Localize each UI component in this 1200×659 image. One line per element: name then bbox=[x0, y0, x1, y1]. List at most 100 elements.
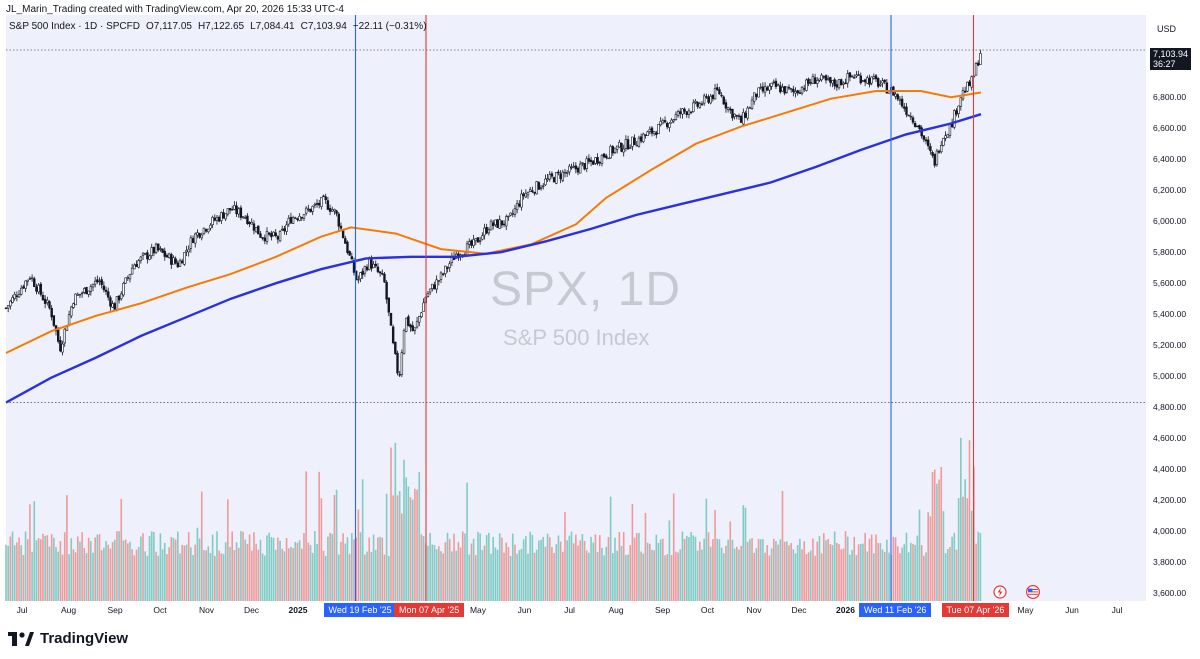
volume-bar bbox=[113, 539, 116, 601]
volume-bar bbox=[335, 489, 338, 601]
candle-body bbox=[241, 216, 245, 218]
candle-body bbox=[170, 254, 173, 265]
volume-bar bbox=[105, 540, 107, 601]
volume-bar bbox=[420, 534, 423, 601]
x-axis-tick-label: 2026 bbox=[836, 605, 855, 615]
fast-moving-average-line[interactable] bbox=[5, 90, 982, 354]
symbol-label[interactable]: S&P 500 Index · 1D · SPCFD bbox=[9, 21, 140, 32]
volume-bar bbox=[464, 533, 466, 601]
volume-bar bbox=[18, 537, 20, 601]
volume-bar bbox=[24, 531, 27, 601]
volume-bar bbox=[727, 539, 729, 601]
volume-bar bbox=[268, 532, 270, 601]
volume-bar bbox=[642, 553, 645, 601]
slow-moving-average-line[interactable] bbox=[5, 113, 982, 404]
candle-body bbox=[903, 106, 906, 109]
candle-body bbox=[59, 340, 62, 352]
volume-bar bbox=[870, 534, 873, 601]
candle-body bbox=[267, 232, 271, 235]
candle-body bbox=[74, 293, 77, 306]
volume-bar bbox=[598, 535, 601, 601]
candle-body bbox=[172, 257, 175, 265]
volume-bar bbox=[146, 555, 149, 601]
volume-bar bbox=[355, 537, 357, 601]
candle-body bbox=[885, 82, 889, 94]
volume-bar bbox=[951, 536, 953, 601]
candle-body bbox=[539, 187, 543, 189]
candle-body bbox=[652, 131, 656, 135]
us-flag-icon[interactable] bbox=[1025, 585, 1041, 599]
volume-bar bbox=[803, 541, 806, 601]
x-axis-tick-label: Aug bbox=[61, 605, 76, 615]
candle-body bbox=[111, 303, 114, 308]
volume-bar bbox=[772, 538, 775, 601]
candle-body bbox=[911, 117, 915, 123]
x-axis-tick-label: May bbox=[1017, 605, 1034, 615]
volume-bar bbox=[916, 535, 919, 601]
volume-bar bbox=[492, 537, 494, 601]
candle-body bbox=[816, 80, 819, 84]
candle-body bbox=[83, 288, 86, 293]
candle-body bbox=[252, 223, 256, 231]
volume-bar bbox=[612, 553, 614, 601]
tradingview-brand[interactable]: TradingView bbox=[8, 630, 128, 647]
volume-bar bbox=[222, 553, 225, 601]
candle-body bbox=[148, 255, 151, 260]
tradingview-logo-icon bbox=[8, 631, 34, 646]
candle-body bbox=[683, 108, 686, 112]
volume-bar bbox=[129, 541, 131, 601]
lightning-icon[interactable] bbox=[993, 585, 1007, 599]
candle-body bbox=[483, 227, 486, 236]
volume-bar bbox=[864, 532, 866, 601]
candle-body bbox=[311, 206, 314, 212]
volume-bar bbox=[594, 534, 597, 601]
candle-body bbox=[702, 95, 706, 104]
currency-label[interactable]: USD bbox=[1157, 24, 1177, 34]
volume-bar bbox=[590, 536, 592, 601]
volume-bar bbox=[240, 531, 242, 601]
volume-bar bbox=[496, 549, 499, 601]
candle-body bbox=[376, 266, 380, 273]
volume-bar bbox=[253, 532, 255, 601]
volume-bar bbox=[396, 495, 399, 601]
volume-bar bbox=[525, 536, 527, 601]
volume-bar bbox=[76, 536, 79, 601]
candle-body bbox=[183, 252, 186, 265]
volume-bar bbox=[781, 490, 784, 601]
volume-bar bbox=[823, 533, 825, 601]
volume-bar bbox=[364, 554, 366, 601]
y-axis-tick-label: 5,200.00 bbox=[1153, 340, 1186, 350]
candle-body bbox=[426, 293, 430, 298]
volume-bar bbox=[833, 531, 836, 601]
volume-bar bbox=[207, 546, 210, 601]
candle-body bbox=[415, 321, 419, 328]
candle-body bbox=[926, 139, 930, 147]
volume-bar bbox=[770, 548, 773, 601]
candle-body bbox=[48, 301, 51, 309]
candle-body bbox=[244, 217, 247, 219]
volume-bar bbox=[583, 540, 586, 601]
volume-bar bbox=[385, 493, 388, 601]
candle-body bbox=[133, 264, 136, 270]
candle-body bbox=[505, 216, 508, 227]
x-axis-tick-label: Oct bbox=[701, 605, 715, 615]
candle-body bbox=[204, 228, 208, 232]
candle-body bbox=[237, 208, 240, 215]
volume-bar bbox=[242, 531, 244, 601]
volume-bar bbox=[542, 536, 545, 601]
candle-body bbox=[100, 279, 103, 285]
x-axis-tick-label: Nov bbox=[199, 605, 215, 615]
candle-body bbox=[568, 165, 571, 173]
volume-bar bbox=[281, 548, 284, 601]
candle-body bbox=[535, 181, 538, 195]
volume-bar bbox=[794, 553, 797, 601]
candle-body bbox=[70, 306, 73, 317]
volume-bar bbox=[844, 531, 847, 601]
volume-bar bbox=[192, 555, 194, 601]
volume-bar bbox=[379, 536, 381, 601]
candle-body bbox=[315, 203, 319, 205]
candle-body bbox=[222, 212, 225, 219]
candle-body bbox=[520, 193, 523, 208]
candle-body bbox=[246, 215, 249, 224]
